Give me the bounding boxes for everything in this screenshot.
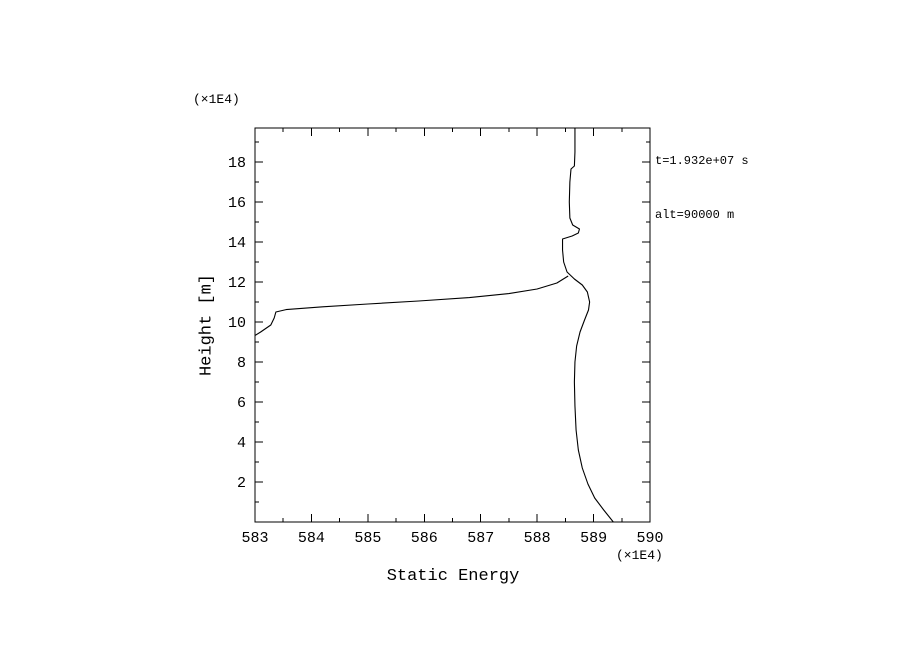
x-tick-label: 584 [298,530,325,547]
x-tick-label: 588 [524,530,551,547]
annotation-time: t=1.932e+07 s [655,154,749,168]
y-tick-label: 12 [228,275,246,292]
x-tick-label: 586 [411,530,438,547]
x-tick-label: 585 [354,530,381,547]
series-inversion-layer-branch [255,275,569,337]
y-axis-title: Height [m] [197,273,217,377]
annotation-altitude: alt=90000 m [655,208,735,222]
x-axis-title: Static Energy [386,567,520,586]
y-tick-label: 8 [237,355,246,372]
plot-frame [254,127,651,523]
x-tick-label: 590 [636,530,663,547]
x-tick-label: 587 [467,530,494,547]
x-tick-label: 589 [580,530,607,547]
y-tick-label: 2 [237,475,246,492]
series-static-energy-profile [561,128,614,522]
y-tick-label: 6 [237,395,246,412]
y-tick-label: 18 [228,155,246,172]
y-tick-label: 10 [228,315,246,332]
y-tick-label: 16 [228,195,246,212]
x-tick-label: 583 [241,530,268,547]
y-axis-multiplier: (×1E4) [193,92,240,107]
y-tick-label: 4 [237,435,246,452]
annotation-block: t=1.932e+07 s alt=90000 m [655,116,749,260]
y-tick-label: 14 [228,235,246,252]
x-axis-multiplier: (×1E4) [616,548,663,563]
